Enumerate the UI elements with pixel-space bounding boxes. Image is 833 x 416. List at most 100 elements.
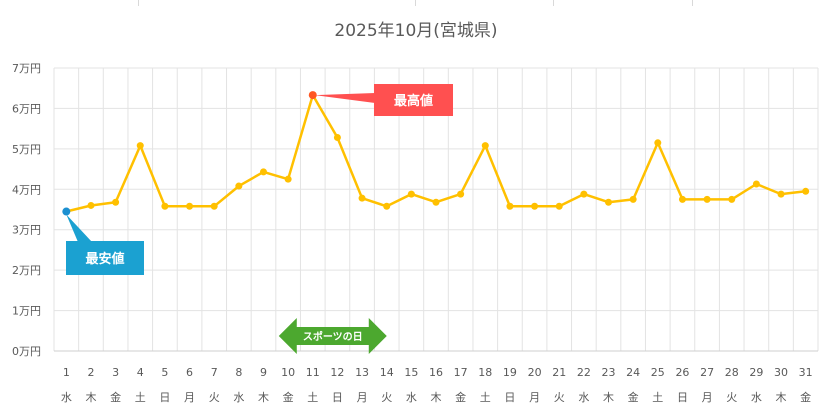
x-tick-day: 18: [478, 366, 492, 379]
x-tick-weekday: 火: [554, 391, 565, 404]
data-point: [284, 175, 292, 183]
holiday-banner: スポーツの日: [278, 318, 387, 354]
data-point: [728, 195, 736, 203]
data-point: [580, 190, 588, 198]
chart-title: 2025年10月(宮城県): [334, 21, 497, 41]
horizontal-grid: [54, 67, 818, 352]
data-points: [62, 91, 810, 216]
sheet-gridline: [138, 0, 139, 6]
data-point: [481, 142, 489, 150]
y-tick-label: 1万円: [12, 305, 41, 318]
x-tick-day: 30: [774, 366, 788, 379]
data-point: [235, 182, 243, 190]
x-tick-day: 25: [651, 366, 665, 379]
x-tick-day: 19: [503, 366, 517, 379]
x-tick-day: 24: [626, 366, 640, 379]
max-callout-box: [374, 84, 453, 116]
y-tick-label: 6万円: [12, 102, 41, 115]
data-point: [383, 202, 391, 210]
sheet-gridline: [553, 0, 554, 6]
x-tick-weekday: 日: [677, 391, 688, 404]
max-callout-label: 最高値: [394, 93, 433, 109]
y-tick-label: 5万円: [12, 143, 41, 156]
x-tick-day: 14: [380, 366, 394, 379]
data-point: [87, 201, 95, 209]
data-point: [333, 134, 341, 142]
x-tick-weekday: 水: [578, 391, 589, 404]
data-point: [752, 180, 760, 188]
data-point: [678, 195, 686, 203]
x-tick-day: 23: [602, 366, 616, 379]
data-point: [457, 190, 465, 198]
data-point: [555, 202, 563, 210]
x-tick-weekday: 金: [455, 390, 466, 404]
data-point: [654, 139, 662, 147]
data-point: [407, 190, 415, 198]
x-tick-weekday: 木: [431, 391, 442, 404]
data-point: [703, 195, 711, 203]
data-point: [432, 198, 440, 206]
data-point: [777, 190, 785, 198]
min-callout-label: 最安値: [85, 251, 124, 267]
data-point: [210, 202, 218, 210]
x-tick-day: 4: [137, 366, 144, 379]
x-tick-weekday: 土: [307, 391, 318, 404]
x-tick-day: 15: [404, 366, 418, 379]
x-tick-weekday: 火: [209, 391, 220, 404]
x-tick-day: 16: [429, 366, 443, 379]
y-axis-labels: 0万円 1万円 2万円 3万円 4万円 5万円 6万円 7万円: [12, 62, 41, 358]
data-point: [112, 198, 120, 206]
x-tick-weekday: 木: [776, 391, 787, 404]
x-tick-day: 5: [161, 366, 168, 379]
x-tick-day: 21: [552, 366, 566, 379]
data-point: [136, 142, 144, 150]
x-tick-day: 12: [330, 366, 344, 379]
data-point: [259, 168, 267, 176]
x-tick-weekday: 土: [135, 391, 146, 404]
data-point: [186, 202, 194, 210]
x-tick-weekday: 日: [159, 391, 170, 404]
x-tick-weekday: 水: [61, 391, 72, 404]
x-tick-day: 9: [260, 366, 267, 379]
x-tick-weekday: 月: [184, 391, 195, 404]
x-tick-weekday: 金: [283, 390, 294, 404]
sheet-gridline: [415, 0, 416, 6]
x-tick-day: 31: [799, 366, 813, 379]
data-point: [308, 91, 317, 100]
x-tick-day: 1: [63, 366, 70, 379]
max-callout-pointer: [314, 93, 375, 103]
data-point: [62, 207, 71, 216]
data-point: [629, 195, 637, 203]
x-tick-weekday: 土: [480, 391, 491, 404]
x-tick-weekday: 木: [603, 391, 614, 404]
holiday-banner-label: スポーツの日: [303, 330, 363, 343]
y-tick-label: 4万円: [12, 183, 41, 196]
x-tick-day: 27: [700, 366, 714, 379]
x-axis-labels: 1水2木3金4土5日6月7火8水9木10金11土12日13月14火15水16木1…: [61, 366, 813, 404]
x-tick-weekday: 火: [726, 391, 737, 404]
x-tick-weekday: 木: [85, 391, 96, 404]
x-tick-weekday: 月: [357, 391, 368, 404]
x-tick-day: 2: [87, 366, 94, 379]
data-point: [802, 187, 810, 195]
x-tick-day: 8: [235, 366, 242, 379]
x-tick-weekday: 木: [258, 391, 269, 404]
y-tick-label: 7万円: [12, 62, 41, 75]
x-tick-weekday: 土: [652, 391, 663, 404]
sheet-gridline: [692, 0, 693, 6]
x-tick-weekday: 月: [702, 391, 713, 404]
data-point: [506, 202, 514, 210]
x-tick-day: 11: [306, 366, 320, 379]
x-tick-weekday: 水: [233, 391, 244, 404]
x-tick-day: 22: [577, 366, 591, 379]
min-callout-pointer: [66, 214, 92, 242]
x-tick-weekday: 金: [110, 390, 121, 404]
x-tick-weekday: 水: [406, 391, 417, 404]
x-tick-weekday: 日: [332, 391, 343, 404]
x-tick-weekday: 月: [529, 391, 540, 404]
x-tick-weekday: 金: [628, 390, 639, 404]
x-tick-weekday: 水: [751, 391, 762, 404]
x-tick-weekday: 火: [381, 391, 392, 404]
data-point: [358, 194, 366, 202]
